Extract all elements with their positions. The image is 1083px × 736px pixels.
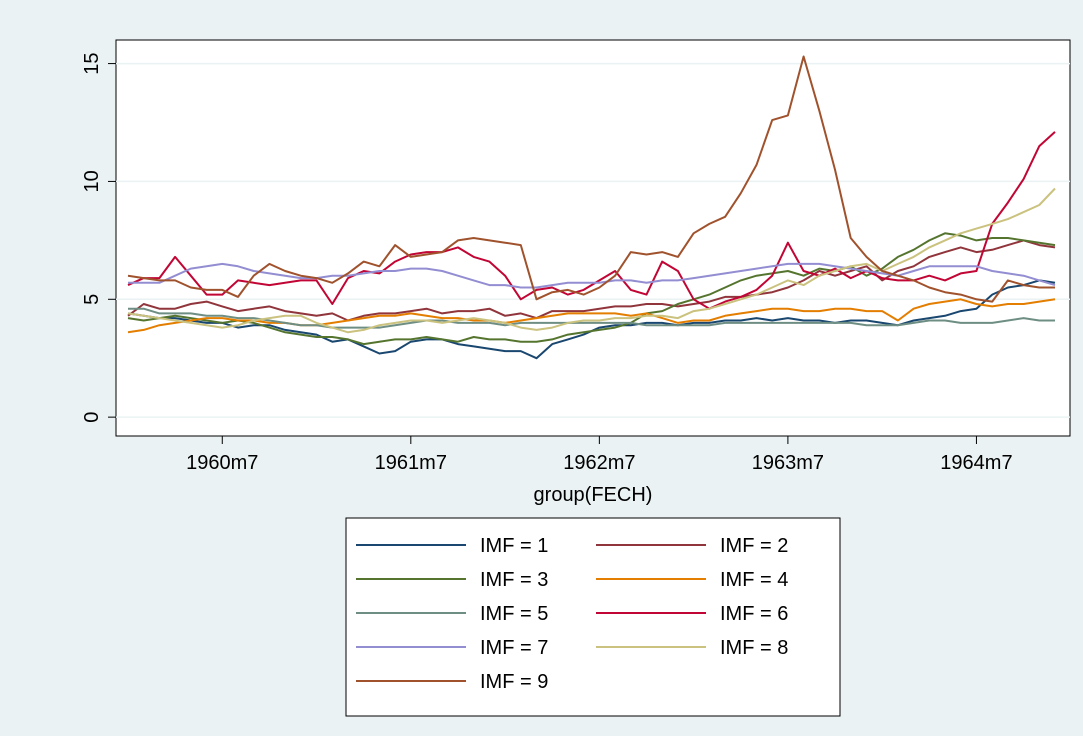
y-tick-label: 5 [81, 294, 103, 305]
grid-lines [116, 62, 1070, 418]
legend-label: IMF = 2 [720, 535, 788, 557]
legend-label: IMF = 4 [720, 569, 788, 591]
x-tick-label: 1962m7 [563, 452, 635, 474]
series-line-8 [127, 187, 1056, 334]
axes: 0 5 10 15 1960m7 1961m7 1962m7 1963m7 1964m7 [81, 52, 1013, 474]
x-tick-label: 1961m7 [375, 452, 447, 474]
series-line-6 [127, 131, 1056, 310]
legend-box [345, 517, 841, 717]
series-line-7 [128, 262, 1056, 289]
y-tick-label: 0 [81, 412, 103, 423]
series-line-2 [127, 239, 1056, 322]
legend-label: IMF = 1 [480, 535, 548, 557]
legend-label: IMF = 6 [720, 603, 788, 625]
y-tick-label: 10 [81, 170, 103, 192]
y-tick-label: 15 [81, 52, 103, 74]
legend-label: IMF = 3 [480, 569, 548, 591]
x-tick-label: 1960m7 [186, 452, 258, 474]
legend-label: IMF = 9 [480, 671, 548, 693]
legend: IMF = 1 IMF = 2 IMF = 3 IMF = 4 IMF = 5 IMF =… [345, 517, 841, 717]
x-tick-label: 1963m7 [752, 452, 824, 474]
legend-label: IMF = 8 [720, 637, 788, 659]
series-line-5 [128, 307, 1055, 329]
plot-area [115, 39, 1071, 437]
legend-label: IMF = 7 [480, 637, 548, 659]
legend-label: IMF = 5 [480, 603, 548, 625]
series-line-3 [127, 232, 1056, 346]
x-tick-label: 1964m7 [940, 452, 1012, 474]
series-line-9 [127, 55, 1055, 303]
series-lines [127, 55, 1056, 360]
x-axis-title: group(FECH) [534, 484, 653, 506]
